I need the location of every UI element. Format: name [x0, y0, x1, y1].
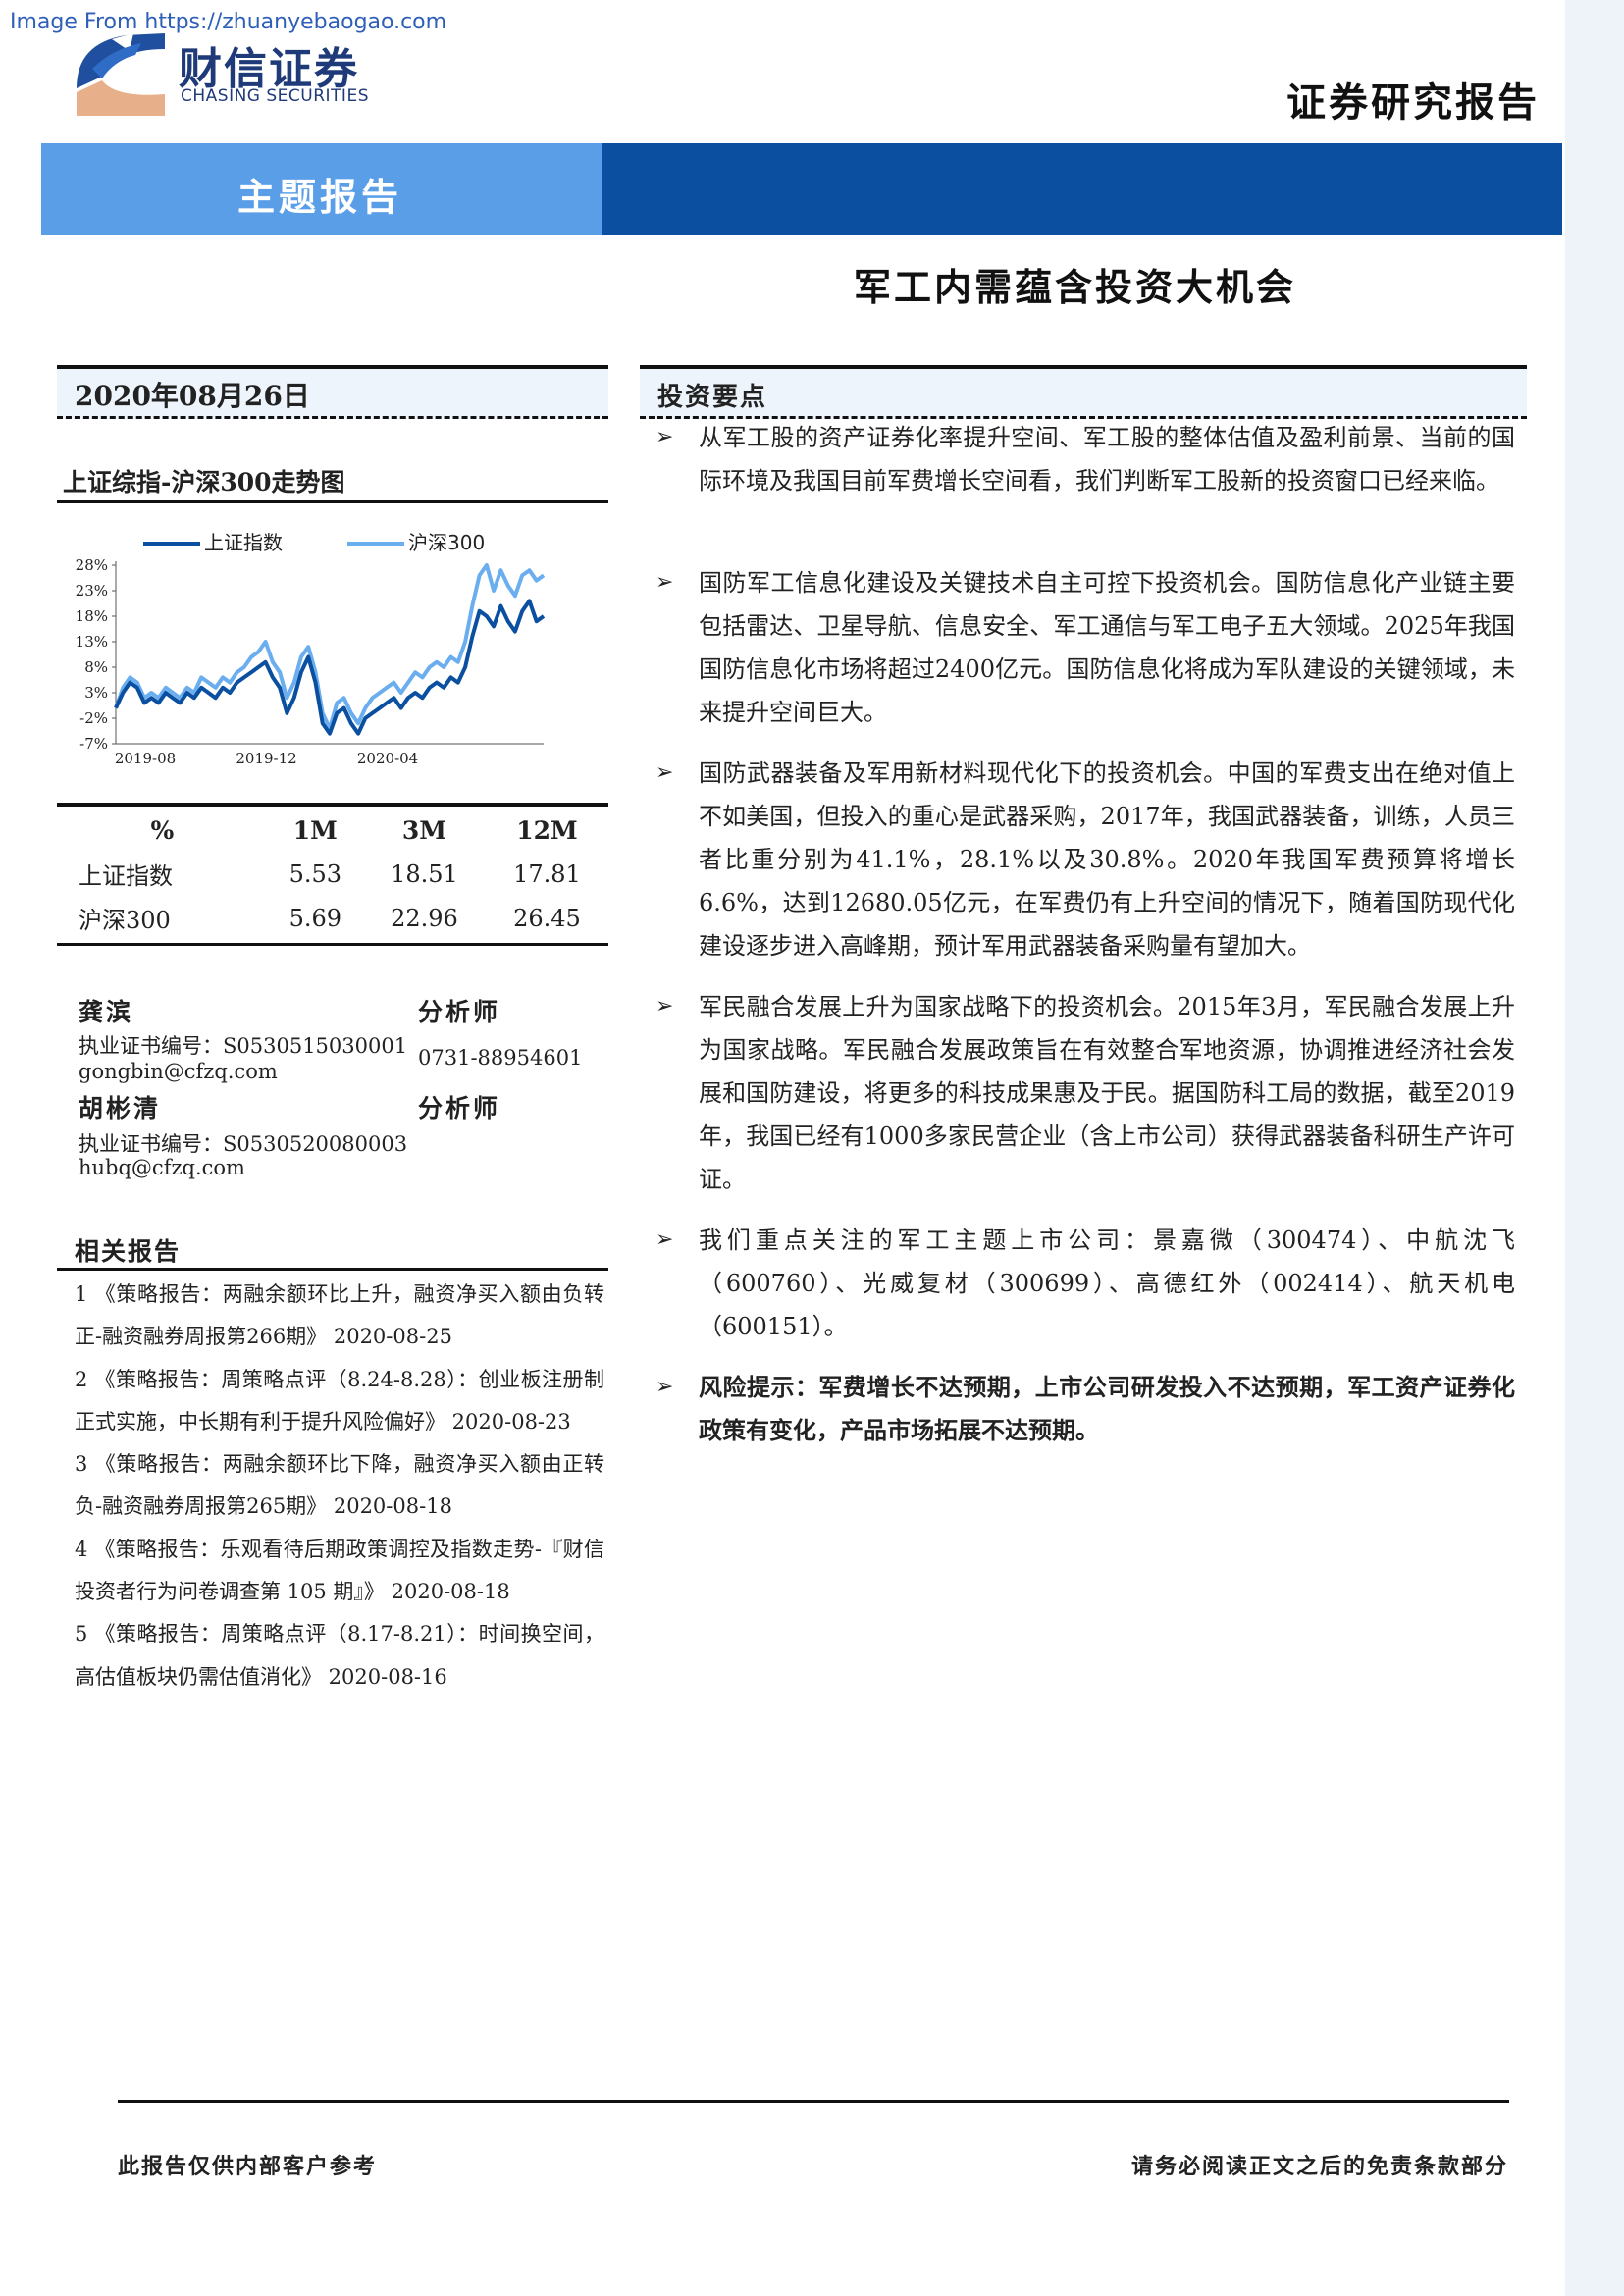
chart-series-line: [114, 599, 546, 736]
table-row: 上证指数 5.53 18.51 17.81: [57, 849, 608, 893]
investment-heading: 投资要点: [657, 383, 768, 412]
chart-x-tick-label: 2019-08: [115, 750, 176, 767]
banner-light: [41, 143, 602, 235]
chart-y-tick-label: 13%: [76, 633, 108, 651]
chart-legend-label: 上证指数: [204, 531, 283, 554]
index-trend-chart: 28% 23% 18% 13% 8% 3% -2% -7% 2019-08 2019-12 2020…: [76, 531, 546, 767]
table-cell: 5.53: [288, 860, 342, 888]
document-type: 证券研究报告: [1286, 79, 1540, 126]
arrow-bullet-icon: ➢: [655, 760, 674, 785]
analyst-email[interactable]: hubq@cfzq.com: [79, 1156, 245, 1179]
table-header-cell: %: [57, 803, 268, 849]
brand-name-en: CHASING SECURITIES: [181, 86, 369, 106]
analyst-role: 分析师: [418, 1089, 500, 1124]
performance-table: % 1M 3M 12M 上证指数 5.53 18.51 17.81 沪深300 …: [57, 803, 608, 946]
watermark: Image From https://zhuanyebaogao.com: [10, 10, 447, 34]
investment-point: ➢ 从军工股的资产证券化率提升空间、军工股的整体估值及盈利前景、当前的国际环境及…: [655, 416, 1515, 502]
related-reports-list: 1 《策略报告：两融余额环比上升，融资净买入额由负转正-融资融券周报第266期》…: [75, 1274, 604, 1698]
chart-y-tick-label: 8%: [84, 658, 108, 676]
related-reports-rule: [57, 1268, 608, 1271]
investment-point-text: 国防军工信息化建设及关键技术自主可控下投资机会。国防信息化产业链主要包括雷达、卫…: [699, 569, 1515, 726]
investment-point-text: 从军工股的资产证券化率提升空间、军工股的整体估值及盈利前景、当前的国际环境及我国…: [699, 424, 1515, 495]
arrow-bullet-icon: ➢: [655, 570, 674, 595]
investment-point-text: 国防武器装备及军用新材料现代化下的投资机会。中国的军费支出在绝对值上不如美国，但…: [699, 759, 1515, 960]
investment-points: ➢ 从军工股的资产证券化率提升空间、军工股的整体估值及盈利前景、当前的国际环境及…: [655, 416, 1515, 1452]
banner-dark: [602, 143, 1562, 235]
investment-point-text: 我们重点关注的军工主题上市公司：景嘉微（300474）、中航沈飞（600760）…: [699, 1226, 1515, 1340]
investment-point-text: 军民融合发展上升为国家战略下的投资机会。2015年3月，军民融合发展上升为国家战…: [699, 993, 1515, 1193]
analyst-phone: 0731-88954601: [418, 1046, 583, 1070]
table-header-cell: 1M: [267, 803, 363, 849]
chart-x-tick-label: 2019-12: [236, 750, 296, 767]
table-header-cell: 12M: [485, 803, 608, 849]
investment-point: ➢ 军民融合发展上升为国家战略下的投资机会。2015年3月，军民融合发展上升为国…: [655, 985, 1515, 1201]
brand-name-cn: 财信证券: [179, 44, 359, 94]
chart-legend-label: 沪深300: [408, 531, 485, 554]
table-cell: 5.69: [267, 893, 363, 946]
analyst-role: 分析师: [418, 993, 500, 1028]
page-margin-strip: [1565, 0, 1624, 2296]
analyst-name: 龚滨: [79, 993, 133, 1028]
date-box: 2020年08月26日: [57, 365, 608, 419]
related-report-link[interactable]: 2 《策略报告：周策略点评（8.24-8.28）：创业板注册制正式实施，中长期有…: [75, 1367, 604, 1434]
table-cell: 18.51: [391, 860, 458, 888]
arrow-bullet-icon: ➢: [655, 994, 674, 1018]
chart-title-rule: [57, 500, 608, 503]
analyst-license: 执业证书编号：S0530520080003: [79, 1132, 408, 1156]
analyst-name: 胡彬清: [79, 1089, 161, 1124]
brand-logo-icon: [77, 33, 165, 116]
analyst-role-text: 分析师: [418, 998, 501, 1026]
related-report-link[interactable]: 1 《策略报告：两融余额环比上升，融资净买入额由负转正-融资融券周报第266期》…: [75, 1282, 604, 1349]
investment-point: ➢ 国防军工信息化建设及关键技术自主可控下投资机会。国防信息化产业链主要包括雷达…: [655, 561, 1515, 734]
arrow-bullet-icon: ➢: [655, 1227, 674, 1252]
report-title: 军工内需蕴含投资大机会: [854, 265, 1297, 309]
related-report-link[interactable]: 5 《策略报告：周策略点评（8.17-8.21）：时间换空间，高估值板块仍需估值…: [75, 1622, 604, 1689]
footer-note: 此报告仅供内部客户参考: [118, 2154, 378, 2179]
risk-warning-text: 风险提示：军费增长不达预期，上市公司研发投入不达预期，军工资产证券化政策有变化，…: [699, 1373, 1515, 1444]
footer-rule: [118, 2100, 1509, 2103]
table-cell: 26.45: [485, 893, 608, 946]
table-cell: 17.81: [513, 860, 581, 888]
section-tag: 主题报告: [237, 175, 403, 219]
risk-warning: ➢ 风险提示：军费增长不达预期，上市公司研发投入不达预期，军工资产证券化政策有变…: [655, 1366, 1515, 1452]
table-row: 沪深300 5.69 22.96 26.45: [57, 893, 608, 946]
table-header-cell: 3M: [362, 803, 486, 849]
investment-header: 投资要点: [640, 365, 1527, 419]
analyst-license: 执业证书编号：S0530515030001: [79, 1034, 408, 1058]
table-header-row: % 1M 3M 12M: [57, 803, 608, 849]
analyst-name-text: 胡彬清: [79, 1094, 162, 1122]
footer-disclaimer: 请务必阅读正文之后的免责条款部分: [1130, 2154, 1508, 2179]
related-report-link[interactable]: 4 《策略报告：乐观看待后期政策调控及指数走势-『财信投资者行为问卷调查第 10…: [75, 1537, 604, 1604]
investment-point: ➢ 国防武器装备及军用新材料现代化下的投资机会。中国的军费支出在绝对值上不如美国…: [655, 752, 1515, 967]
chart-y-tick-label: 28%: [76, 556, 108, 574]
table-cell: 沪深300: [57, 893, 268, 946]
analyst-email[interactable]: gongbin@cfzq.com: [79, 1060, 278, 1083]
table-cell: 22.96: [362, 893, 486, 946]
analyst-name-text: 龚滨: [79, 998, 134, 1026]
chart-y-tick-label: -2%: [79, 709, 108, 727]
arrow-bullet-icon: ➢: [655, 425, 674, 449]
table-cell: 上证指数: [79, 862, 173, 890]
related-report-link[interactable]: 3 《策略报告：两融余额环比下降，融资净买入额由正转负-融资融券周报第265期》…: [75, 1452, 604, 1519]
chart-y-tick-label: 23%: [76, 582, 108, 600]
chart-y-tick-label: -7%: [79, 735, 108, 753]
chart-x-tick-label: 2020-04: [357, 750, 418, 767]
analyst-role-text: 分析师: [418, 1094, 501, 1122]
investment-point: ➢ 我们重点关注的军工主题上市公司：景嘉微（300474）、中航沈飞（60076…: [655, 1219, 1515, 1348]
arrow-bullet-icon: ➢: [655, 1375, 674, 1399]
brand-logo: 财信证券 CHASING SECURITIES: [73, 29, 377, 118]
chart-y-tick-label: 18%: [76, 607, 108, 625]
related-reports-title: 相关报告: [75, 1237, 182, 1266]
chart-y-tick-label: 3%: [84, 684, 108, 702]
report-date: 2020年08月26日: [75, 380, 310, 412]
chart-title: 上证综指-沪深300走势图: [63, 468, 345, 496]
